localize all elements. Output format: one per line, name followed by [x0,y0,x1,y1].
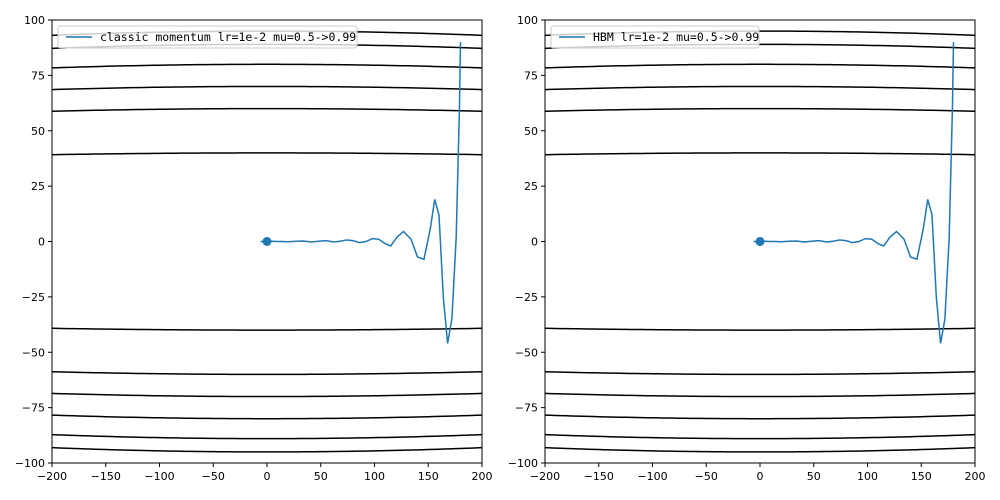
y-tick-label: 100 [24,14,45,27]
y-tick-label: 50 [31,125,45,138]
contour-line [52,85,482,91]
contour-line [52,446,482,453]
x-tick-label: 200 [965,470,986,483]
contour-lines [545,30,975,453]
contour-line [545,433,975,440]
x-tick-label: −50 [695,470,718,483]
y-tick-label: 50 [524,125,538,138]
x-tick-label: −150 [584,470,614,483]
y-tick-label: 25 [31,180,45,193]
contour-line [52,414,482,420]
x-tick-label: 150 [418,470,439,483]
x-tick-label: 150 [911,470,932,483]
x-tick-label: 200 [472,470,493,483]
x-tick-label: 50 [314,470,328,483]
contour-line [545,85,975,91]
x-tick-label: −150 [91,470,121,483]
contour-line [545,392,975,398]
y-tick-label: 0 [38,236,45,249]
series-line-1 [260,42,462,344]
y-tick-label: −100 [508,457,538,470]
x-tick-label: 0 [264,470,271,483]
y-tick-label: 25 [524,180,538,193]
y-tick-label: −75 [22,402,45,415]
contour-line [52,327,482,331]
x-tick-label: −100 [144,470,174,483]
series-line-1 [753,42,955,344]
chart-panel-1: −200 −150 −100 −50 0 50 100 150 200 −100 −75 −50 −25… [15,14,493,483]
y-tick-label: −25 [515,291,538,304]
contour-line [52,433,482,440]
y-tick-label: −75 [515,402,538,415]
contour-line [52,107,482,113]
y-tick-label: 0 [531,236,538,249]
contour-line [545,414,975,420]
minimum-point-marker [262,237,272,246]
x-tick-label: 100 [857,470,878,483]
y-tick-label: −50 [22,346,45,359]
contour-line [52,392,482,398]
x-tick-label: −50 [202,470,225,483]
contour-line [52,63,482,69]
y-tick-label: −25 [22,291,45,304]
y-tick-label: −100 [15,457,45,470]
contour-line [545,63,975,69]
y-tick-label: 75 [31,69,45,82]
legend-box [550,25,760,49]
contour-line [52,370,482,376]
contour-line [545,370,975,376]
x-tick-label: −200 [530,470,560,483]
minimum-point-marker [755,237,765,246]
x-tick-label: 100 [364,470,385,483]
legend-label: HBM lr=1e-2 mu=0.5->0.99 [593,30,759,44]
chart-panel-2: −200 −150 −100 −50 0 50 100 150 200 −100 −75 −50 −25… [508,14,986,483]
x-tick-label: 0 [757,470,764,483]
x-tick-label: −200 [37,470,67,483]
y-tick-label: 75 [524,69,538,82]
contour-line [545,107,975,113]
contour-line [545,152,975,156]
x-tick-label: −100 [637,470,667,483]
x-tick-label: 50 [807,470,821,483]
y-tick-label: 100 [517,14,538,27]
contour-line [545,327,975,331]
legend-box [57,25,358,49]
contour-line [545,446,975,453]
y-tick-label: −50 [515,346,538,359]
legend-label: classic momentum lr=1e-2 mu=0.5->0.99 [100,30,356,44]
contour-line [52,152,482,156]
